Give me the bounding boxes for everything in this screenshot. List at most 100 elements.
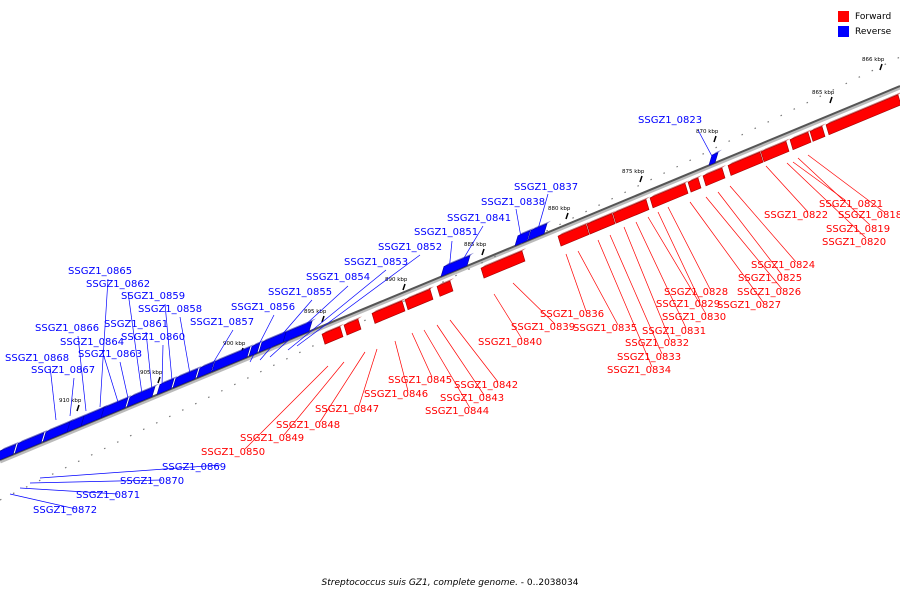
ruler-label: 875 kbp (622, 169, 645, 175)
gene-label-SSGZ1_0839: SSGZ1_0839 (511, 322, 575, 333)
reverse-leader-line (161, 344, 164, 387)
ruler-tick (565, 212, 569, 220)
ruler-tick (157, 376, 161, 384)
forward-gene-box (687, 177, 702, 193)
gene-label-SSGZ1_0841: SSGZ1_0841 (447, 213, 511, 224)
reverse-label: Reverse (855, 26, 892, 37)
ruler-label: 900 kbp (223, 341, 246, 347)
forward-leader-line (565, 253, 587, 312)
ruler-tick (713, 135, 717, 143)
reverse-gene-box (156, 378, 175, 396)
forward-gene-box (809, 126, 826, 142)
reverse-leader-line (535, 193, 549, 237)
forward-gene-box-face (558, 221, 590, 237)
gene-label-SSGZ1_0845: SSGZ1_0845 (388, 375, 452, 386)
gene-label-SSGZ1_0835: SSGZ1_0835 (573, 323, 637, 334)
gene-label-SSGZ1_0850: SSGZ1_0850 (201, 447, 265, 458)
forward-gene-box-face (703, 164, 726, 176)
forward-leader-line (449, 319, 499, 383)
forward-leader-line (512, 282, 556, 325)
reverse-gene-box-face (200, 359, 218, 368)
forward-leader-line (244, 365, 329, 450)
reverse-gene-box-face (252, 339, 264, 347)
forward-gene-box-face (728, 149, 764, 166)
forward-leader-line (411, 332, 433, 378)
reverse-leader-line (77, 335, 87, 412)
reverse-gene-box-face (160, 375, 178, 385)
reverse-gene-box-face (531, 220, 551, 231)
gene-label-SSGZ1_0837: SSGZ1_0837 (514, 182, 578, 193)
forward-gene-box-face (650, 180, 689, 198)
forward-leader-line (729, 185, 797, 263)
gene-label-SSGZ1_0855: SSGZ1_0855 (268, 287, 332, 298)
ruler-tick (879, 63, 883, 71)
forward-gene-box (436, 280, 454, 297)
reverse-leader-line (697, 129, 715, 161)
reverse-leader-line (145, 331, 153, 391)
reverse-gene-box-face (176, 365, 202, 378)
gene-label-SSGZ1_0865: SSGZ1_0865 (68, 266, 132, 277)
gene-label-SSGZ1_0819: SSGZ1_0819 (826, 224, 890, 235)
reverse-leader-line (249, 314, 275, 363)
forward-leader-line (717, 191, 783, 276)
legend-forward: Forward (838, 9, 891, 24)
forward-gene-box-face (372, 297, 406, 314)
forward-gene-box (404, 288, 434, 311)
forward-leader-line (283, 361, 345, 436)
reverse-leader-line (39, 464, 221, 479)
gene-label-SSGZ1_0863: SSGZ1_0863 (78, 349, 142, 360)
reverse-gene-box-face (518, 227, 534, 236)
forward-gene-box-face (437, 278, 454, 287)
forward-gene-box-face (587, 210, 616, 225)
reverse-gene-box-face (68, 413, 88, 423)
forward-label: Forward (855, 11, 892, 22)
forward-leader-line (657, 211, 701, 302)
ruler-label: 866 kbp (862, 57, 885, 63)
forward-gene-box-face (405, 286, 434, 300)
ruler-label: 895 kbp (304, 309, 327, 315)
gene-label-SSGZ1_0821: SSGZ1_0821 (819, 199, 883, 210)
reverse-gene-box (248, 342, 261, 357)
reverse-gene-box-face (215, 344, 254, 362)
forward-gene-box (760, 140, 790, 163)
forward-leader-line (358, 348, 378, 407)
forward-leader-line (797, 157, 871, 226)
caption-organism: Streptococcus suis GZ1, complete genome. (321, 578, 518, 588)
gene-label-SSGZ1_0834: SSGZ1_0834 (607, 365, 671, 376)
gene-label-SSGZ1_0826: SSGZ1_0826 (737, 287, 801, 298)
reverse-leader-line (164, 303, 173, 381)
reverse-gene-box-face (100, 394, 132, 410)
reverse-gene-box-face (18, 429, 48, 444)
map-caption: Streptococcus suis GZ1, complete genome.… (0, 578, 900, 588)
ruler-tick (481, 248, 485, 256)
reverse-leader-line (209, 329, 234, 369)
reverse-leader-line (259, 299, 313, 361)
ruler-label: 870 kbp (696, 129, 719, 135)
ruler-label: 910 kbp (59, 398, 82, 404)
forward-leader-line (436, 324, 485, 396)
ruler-label: 885 kbp (464, 242, 487, 248)
backbone-shadow (0, 85, 900, 464)
reverse-gene-box-face (712, 149, 722, 156)
ruler-label: 890 kbp (385, 277, 408, 283)
gene-label-SSGZ1_0825: SSGZ1_0825 (738, 273, 802, 284)
forward-gene-box-face (344, 316, 362, 326)
gene-label-SSGZ1_0859: SSGZ1_0859 (121, 291, 185, 302)
gene-label-SSGZ1_0856: SSGZ1_0856 (231, 302, 295, 313)
ruler-tick (639, 175, 643, 183)
gene-label-SSGZ1_0818: SSGZ1_0818 (838, 210, 900, 221)
gene-label-SSGZ1_0847: SSGZ1_0847 (315, 404, 379, 415)
forward-gene-box-face (810, 123, 826, 132)
caption-range: - 0..2038034 (517, 578, 579, 588)
gene-label-SSGZ1_0862: SSGZ1_0862 (86, 279, 150, 290)
forward-leader-line (609, 234, 663, 355)
gene-label-SSGZ1_0858: SSGZ1_0858 (138, 304, 202, 315)
forward-leader-line (647, 216, 707, 315)
gene-label-SSGZ1_0857: SSGZ1_0857 (190, 317, 254, 328)
reverse-gene-box-face (444, 252, 474, 267)
forward-leader-line (319, 351, 366, 423)
forward-leader-line (423, 329, 471, 409)
gene-label-SSGZ1_0833: SSGZ1_0833 (617, 352, 681, 363)
forward-gene-box-face (322, 323, 344, 335)
